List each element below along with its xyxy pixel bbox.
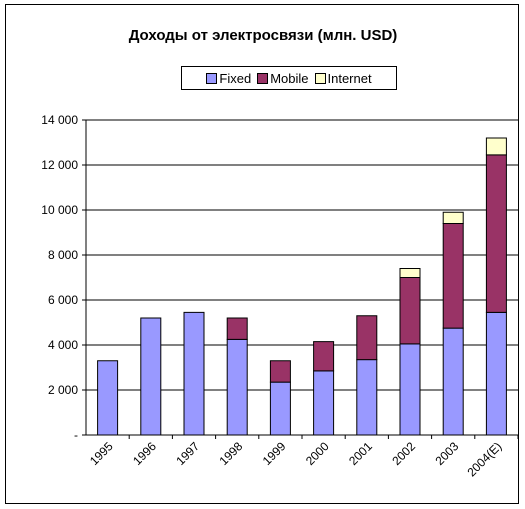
y-tick-label: 4 000 [48,338,78,352]
bar-mobile-2004e [485,154,507,313]
x-tick-label: 1995 [87,439,116,468]
y-tick-label: 2 000 [48,383,78,397]
legend-item-fixed: Fixed [206,71,251,86]
chart-title: Доходы от электросвязи (млн. USD) [128,27,398,44]
x-tick-label: 1997 [173,439,202,468]
x-tick-label: 2004(E) [464,439,504,479]
legend-item-internet: Internet [314,70,372,86]
bar-fixed-2000 [313,370,335,436]
legend-item-mobile: Mobile [257,70,309,86]
bar-mobile-2003 [442,223,464,329]
legend: Fixed Mobile Internet [181,66,397,90]
x-tick-label: 2001 [346,439,375,468]
x-tick-label: 2002 [389,439,418,468]
x-tick-label: 2000 [303,439,332,468]
bar-fixed-2003 [442,327,464,436]
y-tick-label: 12 000 [41,158,78,172]
y-tick-label: 10 000 [41,203,78,217]
bar-mobile-1998 [226,317,248,340]
y-tick-label: 6 000 [48,293,78,307]
bar-fixed-2004e [485,311,507,436]
legend-label-internet: Internet [327,70,372,86]
x-tick-label: 1999 [260,439,289,468]
legend-label-mobile: Mobile [270,70,309,86]
x-tick-label: 2003 [433,439,462,468]
bar-fixed-1999 [269,381,291,436]
bar-fixed-2001 [356,359,378,436]
chart-frame: Доходы от электросвязи (млн. USD) Fixed … [5,4,519,504]
bar-internet-2002 [399,268,421,278]
bar-mobile-1999 [269,360,291,383]
y-tick-label: 8 000 [48,248,78,262]
legend-swatch-internet [314,72,326,84]
bar-fixed-2002 [399,343,421,436]
bar-internet-2003 [442,211,464,224]
y-tick-label: 14 000 [41,113,78,127]
x-tick-label: 1996 [130,439,159,468]
bar-mobile-2002 [399,277,421,345]
legend-swatch-mobile [257,72,269,84]
legend-swatch-fixed [206,72,218,84]
bar-fixed-1997 [183,311,205,436]
bar-fixed-1995 [97,360,119,436]
bar-fixed-1998 [226,338,248,436]
bar-fixed-1996 [140,317,162,436]
legend-label-fixed: Fixed [219,70,252,86]
bar-mobile-2000 [313,341,335,372]
bar-mobile-2001 [356,315,378,361]
x-tick-label: 1998 [217,439,246,468]
y-tick-label: - [74,428,78,442]
bar-internet-2004e [485,137,507,156]
